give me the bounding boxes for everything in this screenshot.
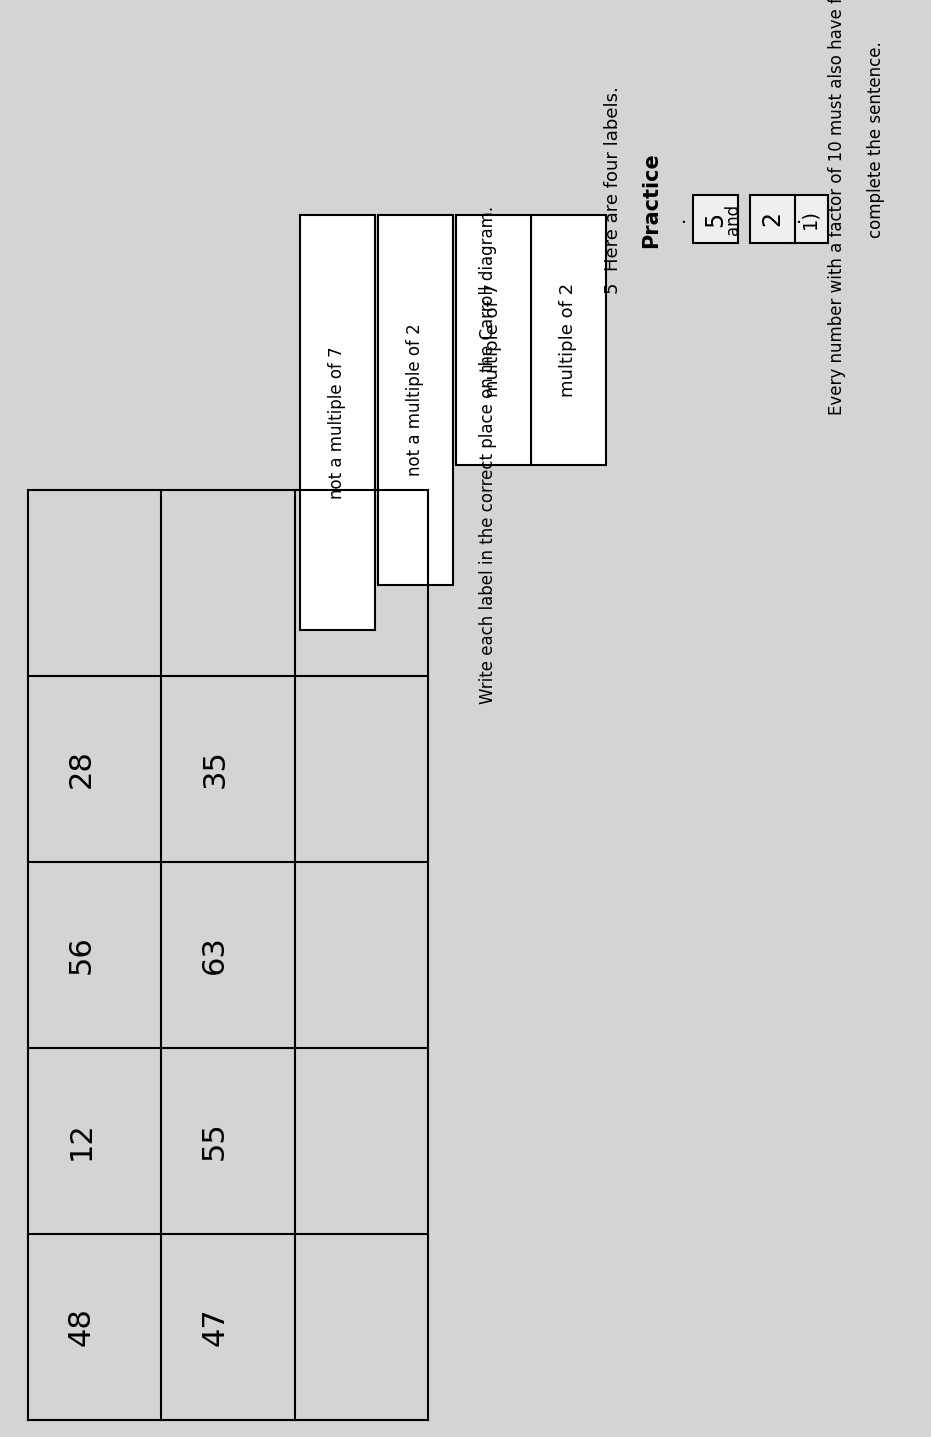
- Bar: [378, 216, 453, 585]
- Text: and: and: [724, 204, 742, 234]
- Bar: [793, 195, 828, 243]
- Text: 47: 47: [200, 1308, 229, 1346]
- Text: .: .: [784, 216, 803, 223]
- Text: .: .: [668, 216, 687, 223]
- Text: 56: 56: [67, 935, 96, 974]
- Text: Every number with a factor of 10 must also have factors of: Every number with a factor of 10 must al…: [828, 0, 846, 415]
- Text: 63: 63: [200, 935, 229, 974]
- Text: multiple of 2: multiple of 2: [559, 283, 577, 397]
- Bar: [693, 195, 738, 243]
- Text: 35: 35: [200, 750, 229, 789]
- Bar: [750, 195, 795, 243]
- Bar: [300, 216, 375, 629]
- Text: not a multiple of 2: not a multiple of 2: [406, 323, 424, 477]
- Text: multiple of 7: multiple of 7: [484, 283, 502, 397]
- Text: 5  Here are four labels.: 5 Here are four labels.: [604, 86, 622, 295]
- Text: Write each label in the correct place on the Carroll diagram.: Write each label in the correct place on…: [479, 205, 497, 704]
- Text: 2: 2: [760, 211, 784, 227]
- Text: not a multiple of 7: not a multiple of 7: [328, 346, 346, 499]
- Bar: [456, 216, 531, 466]
- Text: 48: 48: [67, 1308, 96, 1346]
- Text: 12: 12: [67, 1122, 96, 1160]
- Bar: [531, 216, 606, 466]
- Text: 5: 5: [703, 211, 727, 227]
- Text: 1): 1): [801, 208, 819, 228]
- Text: 28: 28: [67, 750, 96, 789]
- Text: 55: 55: [200, 1122, 229, 1160]
- Text: Practice: Practice: [641, 152, 661, 247]
- Text: complete the sentence.: complete the sentence.: [867, 42, 885, 239]
